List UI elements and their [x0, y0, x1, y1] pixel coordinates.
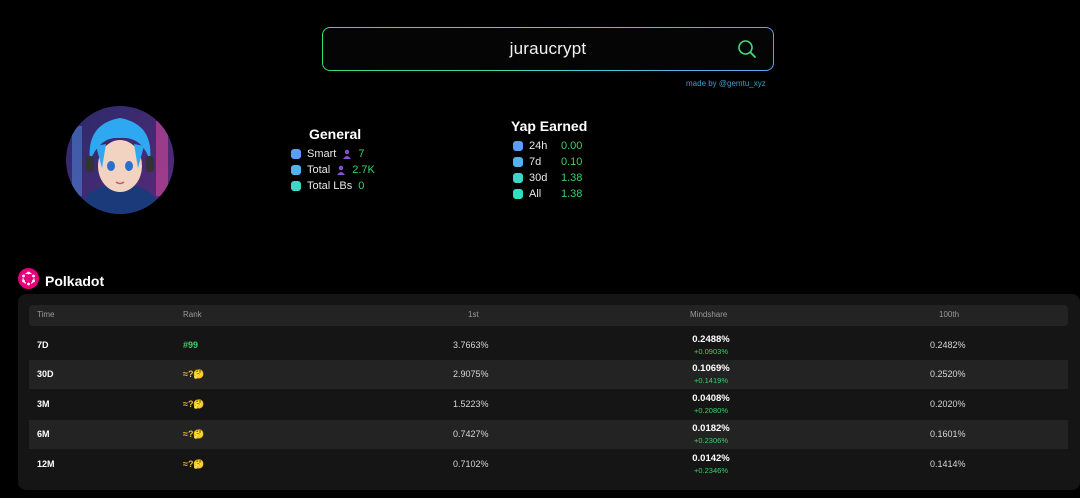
- total-label: Total: [307, 164, 331, 176]
- total-dot: [291, 165, 301, 175]
- table-row[interactable]: 30D ≈?🤔 2.9075% 0.1069% +0.1419% 0.2520%: [29, 360, 1068, 389]
- lbs-dot: [291, 181, 301, 191]
- table-row[interactable]: 3M ≈?🤔 1.5223% 0.0408% +0.2080% 0.2020%: [29, 390, 1068, 419]
- smart-label: Smart: [307, 148, 337, 160]
- row-rank: ≈?🤔: [183, 429, 205, 439]
- yap-7d-row: 7d 0.10: [513, 155, 582, 169]
- yap-24h-label: 24h: [529, 140, 548, 152]
- credit-text[interactable]: made by @gemtu_xyz: [686, 79, 766, 88]
- row-time: 6M: [37, 429, 50, 439]
- lbs-value: 0: [358, 180, 365, 192]
- table-row[interactable]: 12M ≈?🤔 0.7102% 0.0142% +0.2346% 0.1414%: [29, 450, 1068, 479]
- row-first: 1.5223%: [453, 399, 489, 409]
- general-lbs-row: Total LBs 0: [291, 179, 364, 193]
- smart-dot: [291, 149, 301, 159]
- header-first: 1st: [468, 310, 479, 319]
- yap-30d-value: 1.38: [561, 172, 583, 184]
- mindshare-table: Time Rank 1st Mindshare 100th 7D #99 3.7…: [18, 294, 1080, 490]
- row-mindshare: 0.0408%: [692, 393, 730, 404]
- row-mindshare-delta: +0.2080%: [694, 406, 728, 415]
- row-mindshare: 0.1069%: [692, 363, 730, 374]
- person-icon: [342, 149, 352, 159]
- row-rank: ≈?🤔: [183, 399, 205, 409]
- row-time: 7D: [37, 340, 49, 350]
- yap-7d-dot: [513, 157, 523, 167]
- smart-value: 7: [358, 148, 365, 160]
- row-mindshare: 0.0182%: [692, 423, 730, 434]
- polkadot-logo-icon: [18, 268, 39, 294]
- yap-all-value: 1.38: [561, 188, 583, 200]
- table-header: Time Rank 1st Mindshare 100th: [29, 305, 1068, 326]
- yap-24h-value: 0.00: [561, 140, 583, 152]
- general-smart-row: Smart 7: [291, 147, 364, 161]
- search-input[interactable]: juraucrypt: [509, 39, 587, 58]
- yap-all-label: All: [529, 188, 542, 200]
- avatar: [66, 106, 174, 214]
- row-rank: #99: [183, 340, 199, 350]
- row-first: 0.7427%: [453, 429, 489, 439]
- yap-all-row: All 1.38: [513, 187, 582, 201]
- row-mindshare-delta: +0.2346%: [694, 466, 728, 475]
- row-100th: 0.2020%: [930, 399, 966, 409]
- yap-30d-row: 30d 1.38: [513, 171, 582, 185]
- row-time: 3M: [37, 399, 50, 409]
- row-first: 3.7663%: [453, 340, 489, 350]
- search-inner: juraucrypt: [323, 28, 773, 70]
- row-100th: 0.2482%: [930, 340, 966, 350]
- yap-24h-dot: [513, 141, 523, 151]
- general-title: General: [309, 126, 362, 142]
- header-time: Time: [37, 310, 55, 319]
- header-mindshare: Mindshare: [690, 310, 728, 319]
- row-first: 2.9075%: [453, 369, 489, 379]
- yap-7d-label: 7d: [529, 156, 542, 168]
- row-time: 30D: [37, 369, 54, 379]
- row-mindshare: 0.0142%: [692, 453, 730, 464]
- row-first: 0.7102%: [453, 459, 489, 469]
- yap-all-dot: [513, 189, 523, 199]
- table-row[interactable]: 7D #99 3.7663% 0.2488% +0.0903% 0.2482%: [29, 331, 1068, 360]
- row-mindshare-delta: +0.2306%: [694, 436, 728, 445]
- row-mindshare-delta: +0.1419%: [694, 376, 728, 385]
- project-header: Polkadot: [18, 268, 104, 294]
- row-100th: 0.2520%: [930, 369, 966, 379]
- row-mindshare: 0.2488%: [692, 334, 730, 345]
- search-box: juraucrypt: [322, 27, 774, 71]
- table-row[interactable]: 6M ≈?🤔 0.7427% 0.0182% +0.2306% 0.1601%: [29, 420, 1068, 449]
- yap-title: Yap Earned: [511, 118, 588, 134]
- person-icon: [336, 165, 346, 175]
- project-title: Polkadot: [45, 273, 105, 289]
- total-value: 2.7K: [352, 164, 375, 176]
- yap-7d-value: 0.10: [561, 156, 583, 168]
- row-100th: 0.1414%: [930, 459, 966, 469]
- row-time: 12M: [37, 459, 55, 469]
- lbs-label: Total LBs: [307, 180, 353, 192]
- yap-24h-row: 24h 0.00: [513, 139, 582, 153]
- yap-30d-label: 30d: [529, 172, 548, 184]
- row-mindshare-delta: +0.0903%: [694, 347, 728, 356]
- row-100th: 0.1601%: [930, 429, 966, 439]
- search-icon[interactable]: [737, 39, 757, 59]
- row-rank: ≈?🤔: [183, 459, 205, 469]
- general-total-row: Total 2.7K: [291, 163, 375, 177]
- header-rank: Rank: [183, 310, 202, 319]
- row-rank: ≈?🤔: [183, 369, 205, 379]
- yap-30d-dot: [513, 173, 523, 183]
- header-100th: 100th: [939, 310, 960, 319]
